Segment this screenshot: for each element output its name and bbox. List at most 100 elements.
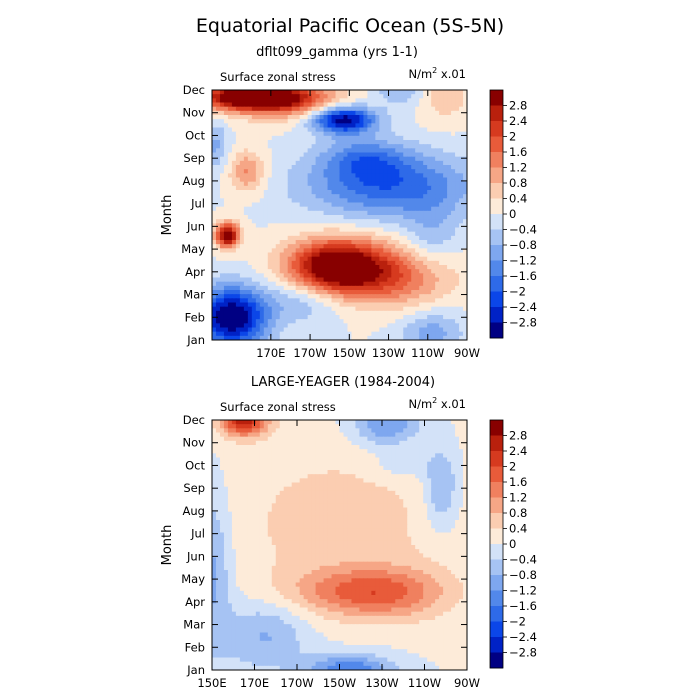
heatmap-cell (255, 440, 261, 446)
heatmap-cell (247, 248, 253, 254)
heatmap-cell (231, 315, 237, 320)
heatmap-cell (423, 265, 428, 270)
heatmap-cell (287, 240, 293, 245)
heatmap-cell (427, 331, 432, 337)
heatmap-cell (447, 319, 452, 324)
heatmap-cell (339, 152, 345, 158)
heatmap-cell (315, 102, 321, 108)
heatmap-cell (367, 127, 372, 133)
heatmap-cell (267, 98, 273, 104)
heatmap-cell (335, 478, 341, 484)
heatmap-cell (463, 457, 467, 463)
heatmap-cell (291, 240, 297, 245)
heatmap-cell (423, 428, 428, 434)
heatmap-cell (347, 152, 353, 158)
heatmap-cell (363, 219, 368, 224)
heatmap-cell (319, 215, 325, 220)
heatmap-cell (311, 470, 317, 475)
heatmap-cell (247, 265, 253, 270)
heatmap-cell (335, 277, 341, 283)
heatmap-cell (371, 436, 376, 442)
heatmap-cell (235, 98, 241, 104)
heatmap-cell (371, 210, 376, 216)
heatmap-cell (319, 436, 325, 442)
heatmap-cell (407, 181, 412, 187)
heatmap-cell (407, 127, 412, 133)
heatmap-cell (283, 127, 289, 133)
heatmap-cell (315, 160, 321, 166)
heatmap-cell (379, 281, 384, 287)
heatmap-cell (227, 269, 233, 274)
heatmap-cell (251, 181, 257, 187)
heatmap-cell (315, 90, 321, 95)
heatmap-cell (431, 210, 436, 216)
heatmap-cell (459, 302, 464, 308)
heatmap-cell (363, 156, 368, 162)
heatmap-cell (323, 424, 329, 429)
heatmap-cell (395, 277, 400, 283)
heatmap-cell (427, 323, 432, 329)
heatmap-cell (215, 457, 221, 463)
heatmap-cell (447, 260, 452, 266)
heatmap-cell (435, 131, 440, 137)
heatmap-cell (391, 432, 396, 438)
heatmap-cell (323, 240, 329, 245)
heatmap-cell (327, 140, 333, 145)
heatmap-cell (399, 144, 404, 149)
heatmap-cell (439, 331, 444, 337)
heatmap-cell (299, 470, 305, 475)
heatmap-cell (271, 140, 277, 145)
heatmap-cell (347, 327, 353, 333)
heatmap-cell (212, 327, 217, 333)
heatmap-cell (403, 474, 408, 479)
heatmap-cell (251, 148, 257, 154)
heatmap-cell (403, 244, 408, 249)
heatmap-cell (319, 115, 325, 120)
heatmap-cell (399, 156, 404, 162)
heatmap-cell (295, 194, 301, 199)
heatmap-cell (419, 198, 424, 204)
heatmap-cell (379, 306, 384, 312)
heatmap-cell (247, 210, 253, 216)
heatmap-cell (247, 319, 253, 324)
heatmap-cell (407, 177, 412, 183)
heatmap-cell (311, 152, 317, 158)
heatmap-cell (355, 156, 361, 162)
heatmap-cell (371, 244, 376, 249)
heatmap-cell (299, 102, 305, 108)
heatmap-cell (307, 323, 313, 329)
heatmap-cell (431, 181, 436, 187)
heatmap-cell (299, 202, 305, 208)
heatmap-cell (299, 461, 305, 467)
heatmap-cell (315, 265, 321, 270)
heatmap-cell (263, 298, 269, 304)
heatmap-cell (311, 457, 317, 463)
heatmap-cell (447, 223, 452, 229)
heatmap-cell (315, 185, 321, 191)
heatmap-cell (351, 436, 357, 442)
heatmap-cell (411, 156, 416, 162)
heatmap-cell (299, 127, 305, 133)
heatmap-cell (223, 148, 229, 154)
heatmap-cell (367, 428, 372, 434)
heatmap-cell (411, 453, 416, 459)
heatmap-cell (243, 486, 249, 492)
heatmap-cell (307, 227, 313, 233)
heatmap-cell (315, 110, 321, 116)
heatmap-cell (383, 219, 388, 224)
heatmap-cell (227, 148, 233, 154)
heatmap-cell (311, 173, 317, 179)
heatmap-cell (283, 140, 289, 145)
heatmap-cell (403, 185, 408, 191)
heatmap-cell (375, 478, 380, 484)
heatmap-cell (371, 474, 376, 479)
heatmap-cell (299, 148, 305, 154)
heatmap-cell (379, 231, 384, 237)
heatmap-cell (243, 244, 249, 249)
heatmap-cell (215, 198, 221, 204)
heatmap-cell (319, 449, 325, 454)
heatmap-cell (387, 231, 392, 237)
heatmap-cell (395, 436, 400, 442)
heatmap-cell (259, 227, 265, 233)
heatmap-cell (395, 424, 400, 429)
